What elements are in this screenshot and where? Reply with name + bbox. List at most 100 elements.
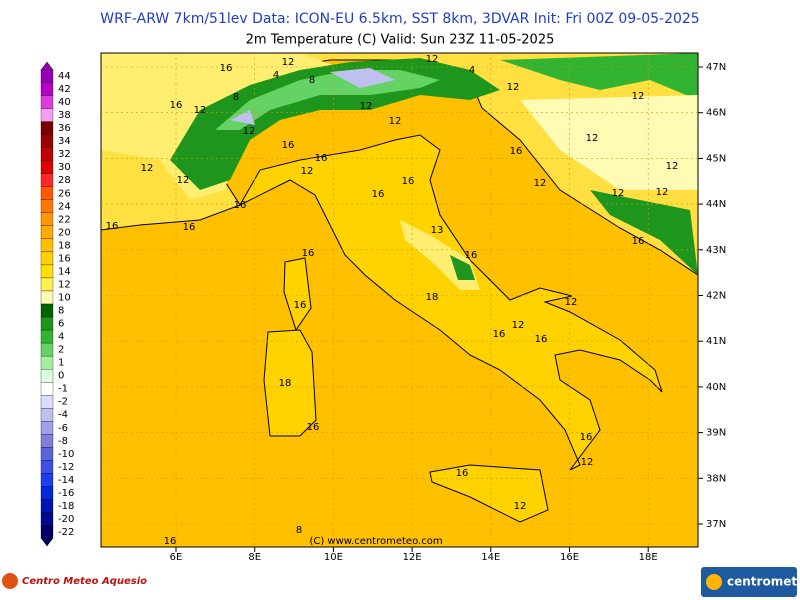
legend-swatch — [40, 382, 54, 396]
lon-label: 14E — [481, 552, 500, 563]
contour-label: 16 — [183, 222, 196, 233]
contour-label: 12 — [612, 188, 625, 199]
legend-swatch — [40, 408, 54, 422]
lat-label: 44N — [706, 199, 726, 210]
legend-swatch — [40, 82, 54, 96]
apennines-green — [450, 255, 475, 280]
legend-label: 1 — [58, 358, 64, 369]
corsica — [283, 257, 312, 332]
legend-label: 4 — [58, 332, 64, 343]
legend-label: -22 — [58, 527, 74, 538]
legend-swatch — [40, 473, 54, 487]
legend-label: 32 — [58, 149, 71, 160]
lon-label: 12E — [403, 552, 422, 563]
legend-swatch — [40, 512, 54, 526]
legend-swatch — [40, 316, 54, 331]
legend-label: 14 — [58, 266, 71, 277]
contour-label: 12 — [581, 457, 594, 468]
contour-label: 12 — [389, 116, 402, 127]
legend-swatch — [40, 95, 54, 109]
legend-swatch — [40, 186, 54, 200]
legend-swatch — [40, 212, 54, 226]
contour-label: 12 — [243, 126, 256, 137]
legend-label: -12 — [58, 462, 74, 473]
legend-label: 28 — [58, 175, 71, 186]
legend-swatch — [40, 434, 54, 448]
legend-label: 6 — [58, 319, 64, 330]
contour-label: 16 — [220, 63, 233, 74]
legend-label: 12 — [58, 279, 71, 290]
legend-swatch — [40, 486, 54, 500]
contour-label: 12 — [666, 161, 679, 172]
contour-label: 12 — [514, 501, 527, 512]
map — [101, 53, 698, 547]
lat-label: 42N — [706, 291, 726, 302]
contour-label: 16 — [164, 536, 177, 547]
contour-label: 12 — [282, 57, 295, 68]
legend-label: 0 — [58, 371, 64, 382]
legend-label: -18 — [58, 501, 74, 512]
legend-swatch — [40, 147, 54, 161]
legend-swatch — [40, 499, 54, 513]
contour-label: 16 — [307, 422, 320, 433]
logo-left: Centro Meteo Aquesio — [2, 573, 147, 589]
logo-left-text: Centro Meteo Aquesio — [22, 576, 147, 587]
contour-label: 12 — [301, 166, 314, 177]
legend-label: 2 — [58, 345, 64, 356]
legend-label: 22 — [58, 214, 71, 225]
logo-right: centrometeo — [701, 567, 800, 597]
legend-swatch — [40, 421, 54, 435]
peninsula — [238, 134, 663, 471]
legend-label: 24 — [58, 201, 71, 212]
contour-label: 16 — [580, 432, 593, 443]
alps — [170, 58, 500, 190]
legend-label: 16 — [58, 253, 71, 264]
contour-label: 12 — [586, 133, 599, 144]
subtitle: 2m Temperature (C) Valid: Sun 23Z 11-05-… — [246, 33, 555, 48]
lon-label: 6E — [170, 552, 183, 563]
legend-swatch — [40, 238, 54, 253]
legend-swatch — [40, 108, 54, 122]
legend-swatch — [40, 447, 54, 461]
legend-label: -14 — [58, 475, 74, 486]
legend-swatch — [40, 225, 54, 240]
contour-label: 12 — [507, 82, 520, 93]
logo-right-text: centrometeo — [727, 575, 800, 589]
contour-label: 12 — [177, 175, 190, 186]
lat-label: 47N — [706, 62, 726, 73]
legend-swatch — [40, 303, 54, 318]
lat-label: 37N — [706, 519, 726, 530]
contour-label: 16 — [465, 250, 478, 261]
logo-left-icon — [2, 573, 18, 589]
legend-label: 10 — [58, 292, 71, 303]
legend-label: 20 — [58, 227, 71, 238]
contour-label: 12 — [632, 91, 645, 102]
dinaric — [590, 190, 698, 275]
contour-label: 16 — [234, 200, 247, 211]
contour-label: 12 — [512, 320, 525, 331]
map-frame — [100, 52, 699, 548]
legend-label: 26 — [58, 188, 71, 199]
contour-label: 16 — [632, 236, 645, 247]
legend-label: -4 — [58, 410, 68, 421]
legend-arrow-top — [40, 61, 54, 71]
lon-label: 10E — [324, 552, 343, 563]
lon-label: 18E — [639, 552, 658, 563]
legend-arrow-bottom — [40, 537, 54, 547]
contour-label: 16 — [170, 100, 183, 111]
contour-label: 16 — [315, 153, 328, 164]
contour-label: 16 — [294, 300, 307, 311]
contour-label: 12 — [565, 297, 578, 308]
contour-label: 12 — [141, 163, 154, 174]
contour-label: 8 — [296, 525, 302, 536]
legend-label: -2 — [58, 397, 68, 408]
legend-label: -20 — [58, 514, 74, 525]
lat-label: 39N — [706, 428, 726, 439]
legend-label: 44 — [58, 71, 71, 82]
graticule — [101, 53, 698, 547]
legend-label: 30 — [58, 162, 71, 173]
legend-label: 42 — [58, 84, 71, 95]
legend-label: 8 — [58, 306, 64, 317]
contour-label: 16 — [456, 468, 469, 479]
legend-swatch — [40, 173, 54, 187]
